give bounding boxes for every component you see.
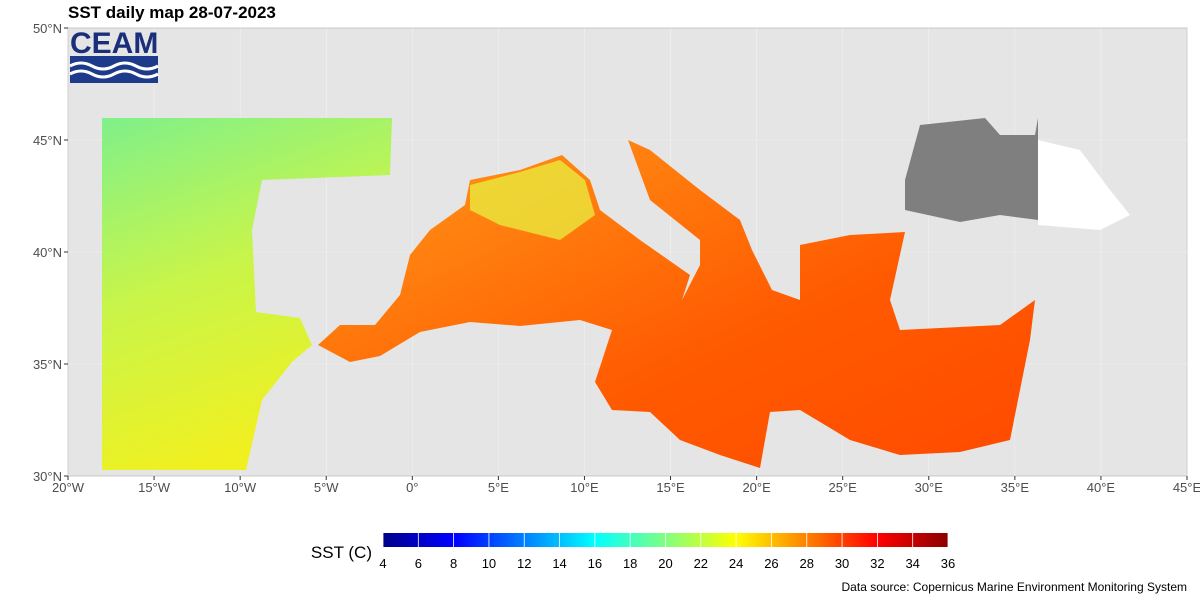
sea-layer bbox=[102, 118, 1130, 470]
colorbar-tick-label: 32 bbox=[870, 556, 884, 571]
colorbar-tick-label: 16 bbox=[588, 556, 602, 571]
colorbar-tick-label: 6 bbox=[415, 556, 422, 571]
y-tick-label: 50°N bbox=[33, 21, 62, 36]
x-tick-label: 10°W bbox=[224, 480, 257, 495]
colorbar-tick-label: 36 bbox=[941, 556, 955, 571]
x-tick-label: 20°W bbox=[52, 480, 85, 495]
x-tick-label: 45°E bbox=[1173, 480, 1200, 495]
black-sea-blank bbox=[1038, 140, 1130, 230]
x-tick-label: 30°E bbox=[915, 480, 944, 495]
logo-text: CEAM bbox=[70, 27, 158, 60]
x-tick-label: 35°E bbox=[1001, 480, 1030, 495]
x-tick-label: 10°E bbox=[570, 480, 599, 495]
title: SST daily map 28-07-2023 bbox=[68, 3, 276, 22]
x-tick-label: 40°E bbox=[1087, 480, 1116, 495]
x-tick-label: 0° bbox=[406, 480, 418, 495]
colorbar-tick-label: 14 bbox=[552, 556, 566, 571]
colorbar-tick-label: 12 bbox=[517, 556, 531, 571]
x-tick-label: 25°E bbox=[829, 480, 858, 495]
colorbar-label: SST (C) bbox=[311, 543, 372, 562]
black-sea-masked bbox=[905, 118, 1038, 222]
x-tick-label: 5°E bbox=[488, 480, 509, 495]
colorbar-tick-label: 22 bbox=[694, 556, 708, 571]
x-tick-label: 20°E bbox=[742, 480, 771, 495]
x-tick-label: 15°W bbox=[138, 480, 171, 495]
x-tick-label: 15°E bbox=[656, 480, 685, 495]
x-tick-label: 5°W bbox=[314, 480, 339, 495]
colorbar-tick-label: 10 bbox=[482, 556, 496, 571]
warm-gradient-patch bbox=[470, 160, 595, 240]
colorbar-tick-label: 8 bbox=[450, 556, 457, 571]
y-tick-label: 45°N bbox=[33, 133, 62, 148]
colorbar-tick-label: 4 bbox=[379, 556, 386, 571]
logo-wave-lines bbox=[69, 61, 159, 79]
colorbar-tick-label: 18 bbox=[623, 556, 637, 571]
y-tick-label: 35°N bbox=[33, 357, 62, 372]
y-tick-label: 30°N bbox=[33, 469, 62, 484]
source-note: Data source: Copernicus Marine Environme… bbox=[842, 580, 1187, 594]
y-tick-label: 40°N bbox=[33, 245, 62, 260]
colorbar-tick-label: 20 bbox=[658, 556, 672, 571]
colorbar-tick-label: 24 bbox=[729, 556, 743, 571]
colorbar-tick-label: 28 bbox=[800, 556, 814, 571]
atlantic-sst bbox=[102, 118, 392, 470]
colorbar-tick-label: 34 bbox=[905, 556, 919, 571]
colorbar-tick-label: 26 bbox=[764, 556, 778, 571]
logo: CEAM bbox=[69, 27, 159, 83]
colorbar-tick-label: 30 bbox=[835, 556, 849, 571]
